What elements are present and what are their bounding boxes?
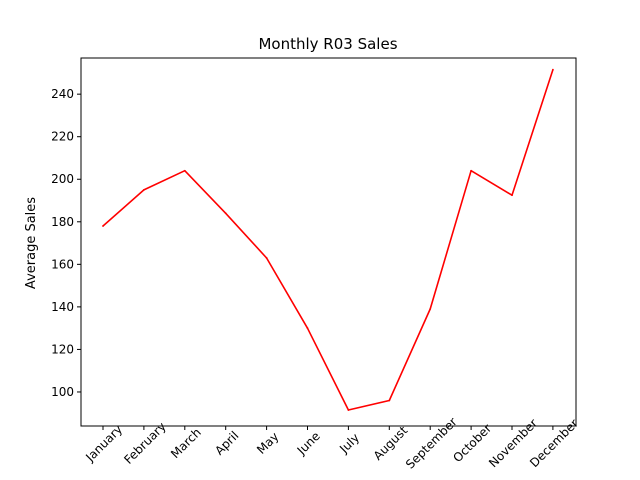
y-tick-label: 180 [51, 215, 74, 229]
plot-frame [80, 57, 577, 427]
series-line [102, 69, 554, 411]
x-tick-label: February [121, 419, 169, 467]
y-tick-label: 120 [51, 342, 74, 356]
data-point [429, 308, 432, 310]
y-axis-label: Average Sales [24, 197, 39, 289]
data-point [306, 327, 309, 330]
data-point [470, 169, 472, 172]
x-tick-label: August [371, 423, 411, 463]
data-point [388, 399, 391, 402]
data-point [265, 257, 268, 259]
x-tick-label: May [254, 429, 281, 456]
y-tick-label: 220 [51, 130, 74, 144]
y-tick-label: 200 [51, 172, 74, 186]
y-tick-label: 140 [51, 300, 74, 314]
chart-title: Monthly R03 Sales [258, 35, 397, 53]
y-tick-label: 240 [51, 87, 74, 101]
x-tick-label: July [336, 431, 362, 457]
data-point [347, 409, 350, 411]
data-point [183, 169, 186, 172]
data-point [224, 212, 227, 215]
y-tick-label: 100 [51, 385, 74, 399]
x-tick-label: January [82, 422, 125, 465]
x-tick-label: June [294, 429, 323, 458]
data-point [143, 188, 145, 191]
x-tick-label: September [403, 415, 460, 472]
data-point [102, 225, 104, 227]
x-tick-label: April [212, 429, 241, 458]
data-point [511, 194, 513, 197]
x-tick-label: March [168, 425, 204, 461]
data-point [552, 68, 554, 71]
y-tick-label: 160 [51, 257, 74, 271]
